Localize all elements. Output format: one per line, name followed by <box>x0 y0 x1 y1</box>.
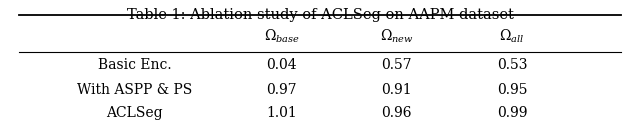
Text: Basic Enc.: Basic Enc. <box>97 58 172 72</box>
Text: $\Omega_{all}$: $\Omega_{all}$ <box>499 28 525 45</box>
Text: 1.01: 1.01 <box>266 106 297 120</box>
Text: $\Omega_{new}$: $\Omega_{new}$ <box>380 28 413 45</box>
Text: 0.97: 0.97 <box>266 83 297 97</box>
Text: 0.91: 0.91 <box>381 83 412 97</box>
Text: 0.53: 0.53 <box>497 58 527 72</box>
Text: Table 1: Ablation study of ACLSeg on AAPM dataset: Table 1: Ablation study of ACLSeg on AAP… <box>127 8 513 23</box>
Text: 0.04: 0.04 <box>266 58 297 72</box>
Text: 0.96: 0.96 <box>381 106 412 120</box>
Text: ACLSeg: ACLSeg <box>106 106 163 120</box>
Text: With ASPP & PS: With ASPP & PS <box>77 83 192 97</box>
Text: 0.99: 0.99 <box>497 106 527 120</box>
Text: 0.57: 0.57 <box>381 58 412 72</box>
Text: $\Omega_{base}$: $\Omega_{base}$ <box>264 28 300 45</box>
Text: 0.95: 0.95 <box>497 83 527 97</box>
